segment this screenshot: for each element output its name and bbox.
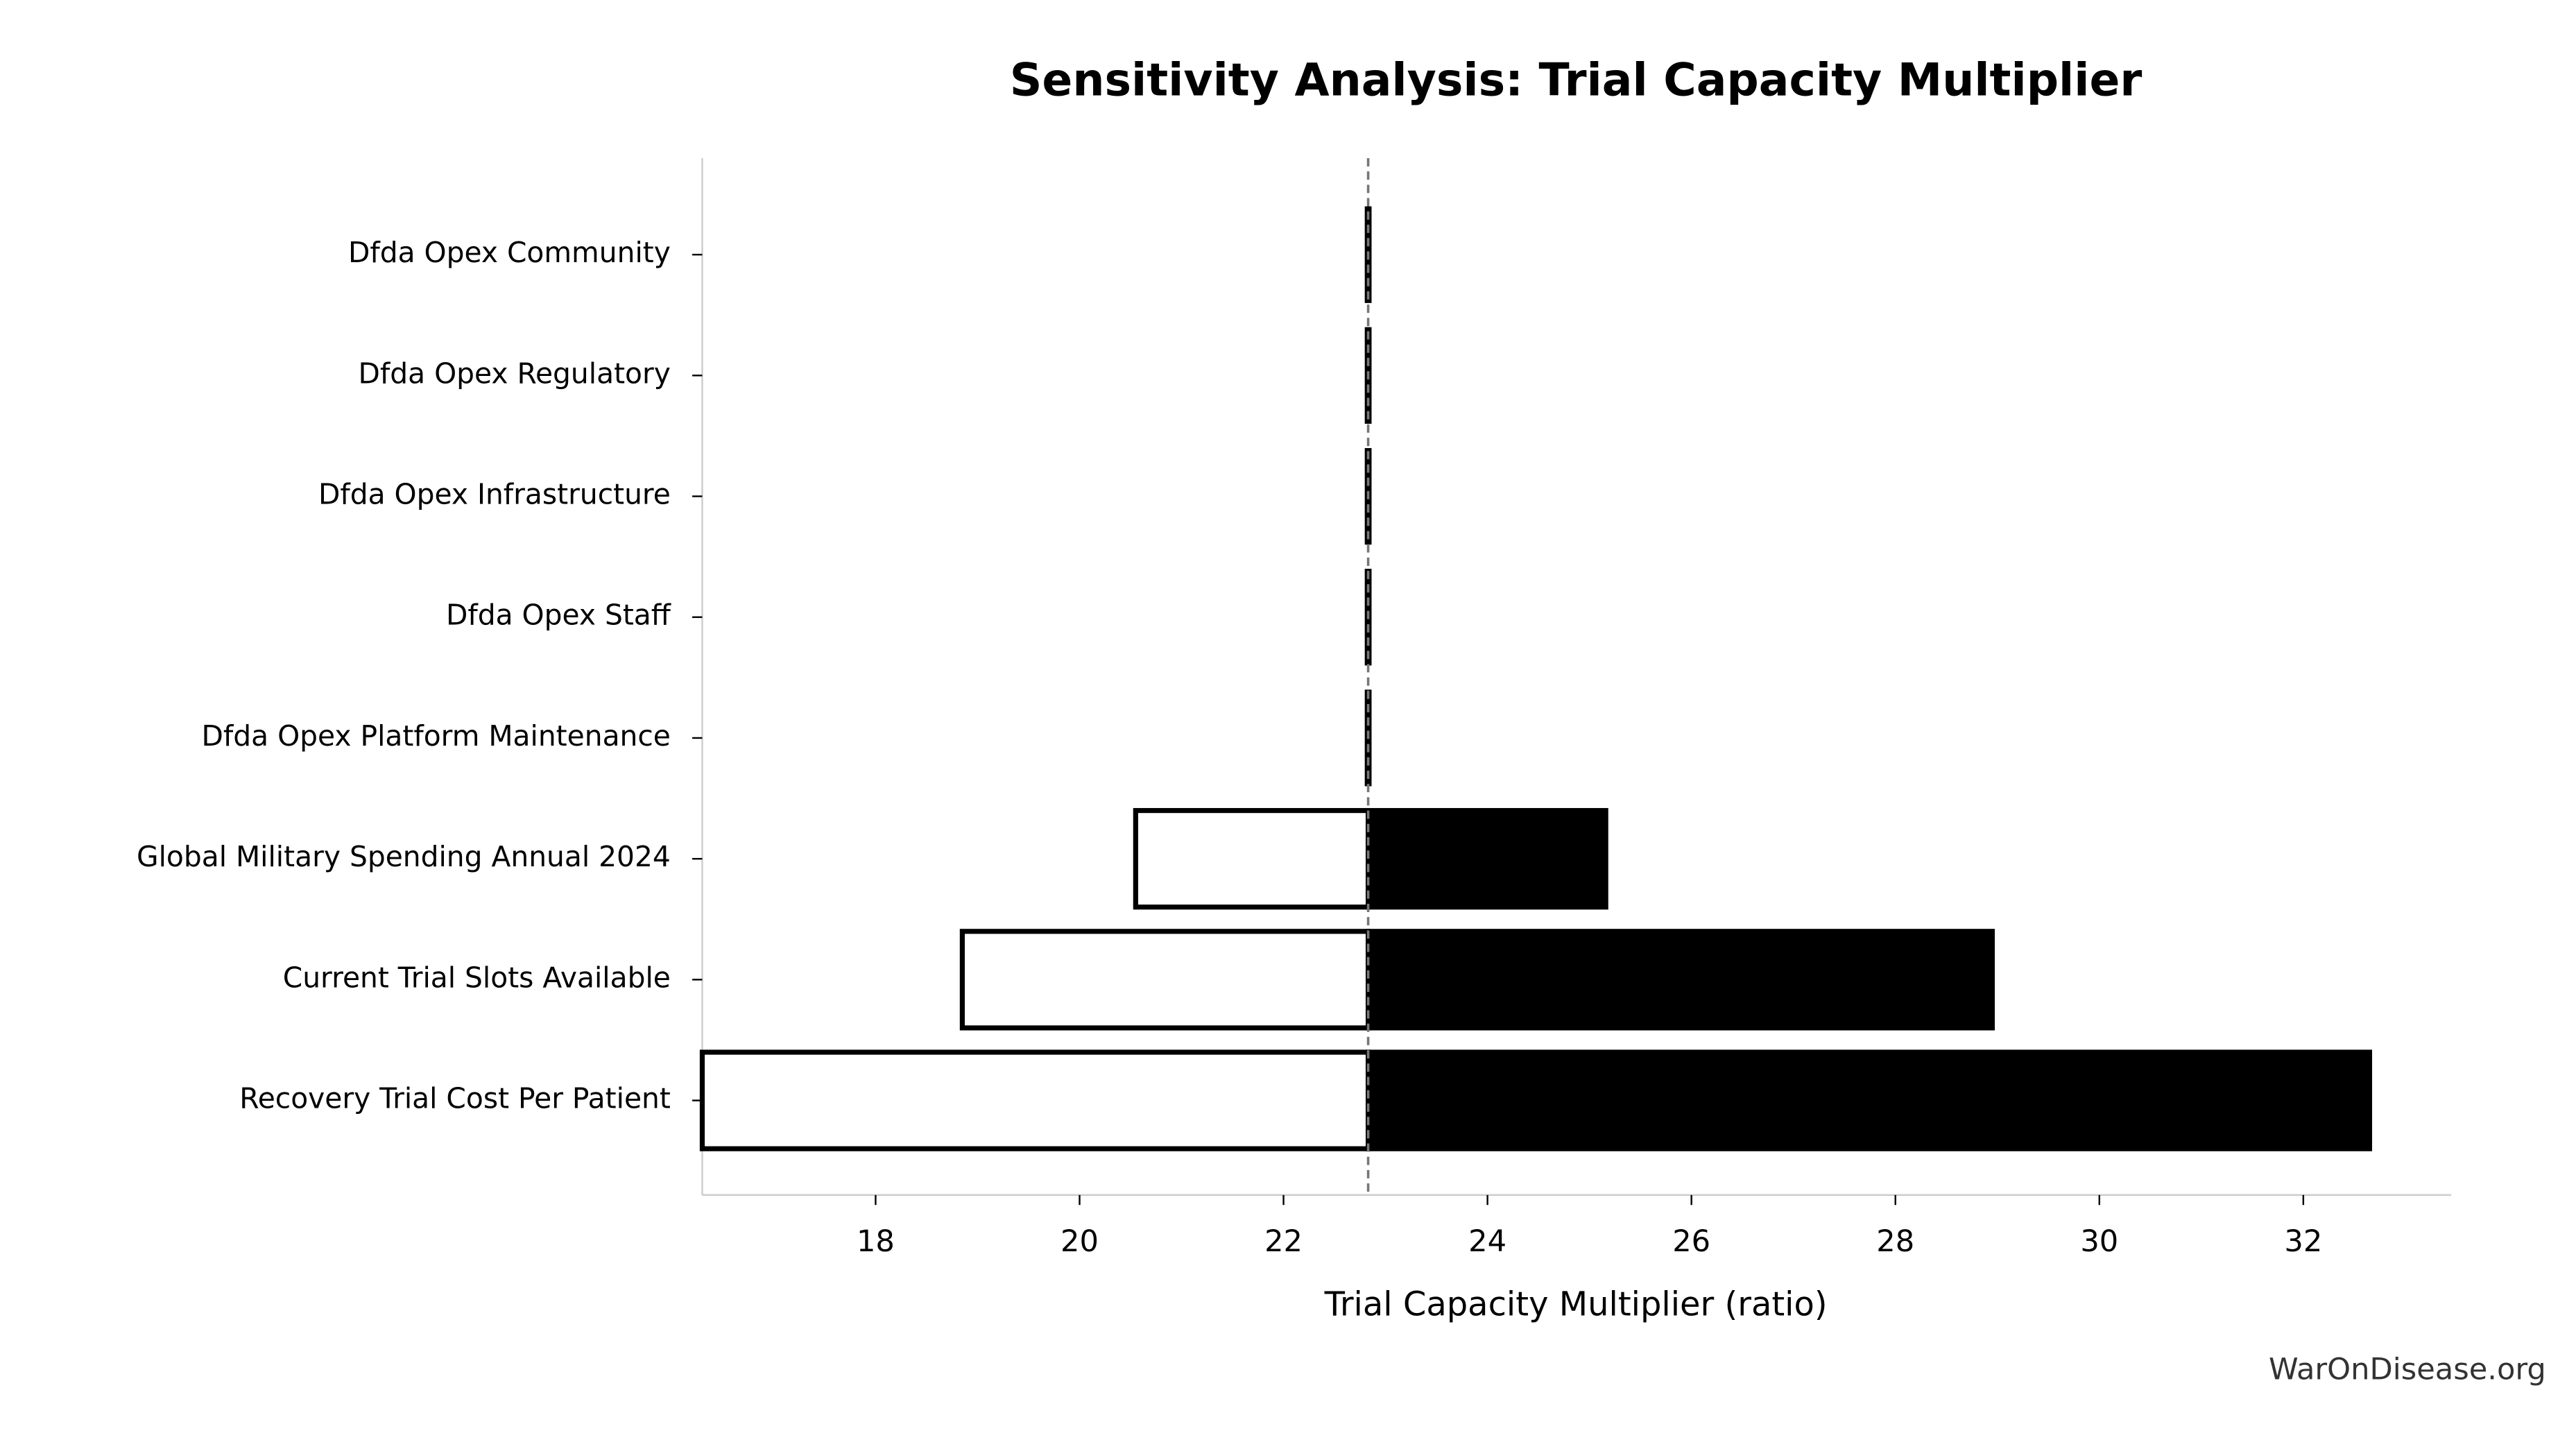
high-bar [1365,807,1608,910]
x-tick-label: 28 [1876,1224,1914,1259]
y-tick-label: Dfda Opex Staff [446,599,671,632]
x-tick-label: 20 [1061,1224,1099,1259]
source: WarOnDisease.org [2269,1353,2546,1387]
y-tick-label: Dfda Opex Community [348,236,671,269]
chart-title: Sensitivity Analysis: Trial Capacity Mul… [1010,55,2143,107]
y-tick-label: Dfda Opex Regulatory [359,357,671,390]
y-tick-label: Current Trial Slots Available [283,961,671,994]
x-tick-label: 26 [1672,1224,1710,1259]
x-tick-label: 32 [2284,1224,2322,1259]
y-tick-label: Recovery Trial Cost Per Patient [239,1082,671,1115]
high-bar [1365,929,1995,1031]
x-tick-label: 30 [2080,1224,2118,1259]
x-tick-label: 22 [1264,1224,1303,1259]
low-bar [699,1049,1371,1151]
y-tick-label: Dfda Opex Platform Maintenance [202,719,671,753]
low-bar [1133,807,1371,910]
x-axis-label: Trial Capacity Multiplier (ratio) [1324,1285,1828,1324]
high-bar [1365,1049,2373,1151]
low-bar [959,929,1371,1031]
x-tick-label: 18 [857,1224,895,1259]
y-tick-label: Dfda Opex Infrastructure [318,478,671,511]
y-tick-label: Global Military Spending Annual 2024 [137,840,671,873]
x-tick-label: 24 [1468,1224,1506,1259]
